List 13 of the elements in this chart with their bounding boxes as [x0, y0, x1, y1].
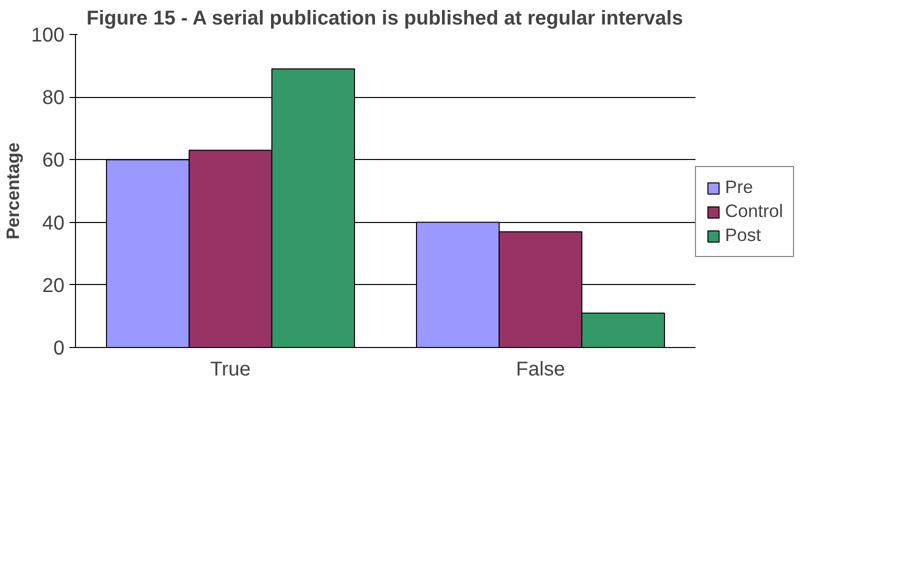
y-tick-label: 40: [42, 212, 65, 234]
y-tick-label: 100: [31, 24, 65, 46]
y-tick-label: 60: [42, 150, 65, 172]
y-tick-label: 0: [53, 338, 64, 360]
x-tick-label: False: [516, 358, 565, 380]
legend-label: Pre: [725, 177, 754, 198]
legend-label: Control: [725, 201, 784, 222]
y-axis-title: Percentage: [3, 142, 24, 240]
legend-label: Post: [725, 225, 762, 246]
y-tick-label: 20: [42, 274, 65, 297]
x-tick-label: True: [210, 358, 251, 380]
chart-title: Figure 15 - A serial publication is published at regular intervals: [86, 8, 683, 30]
y-tick-label: 80: [42, 87, 65, 110]
